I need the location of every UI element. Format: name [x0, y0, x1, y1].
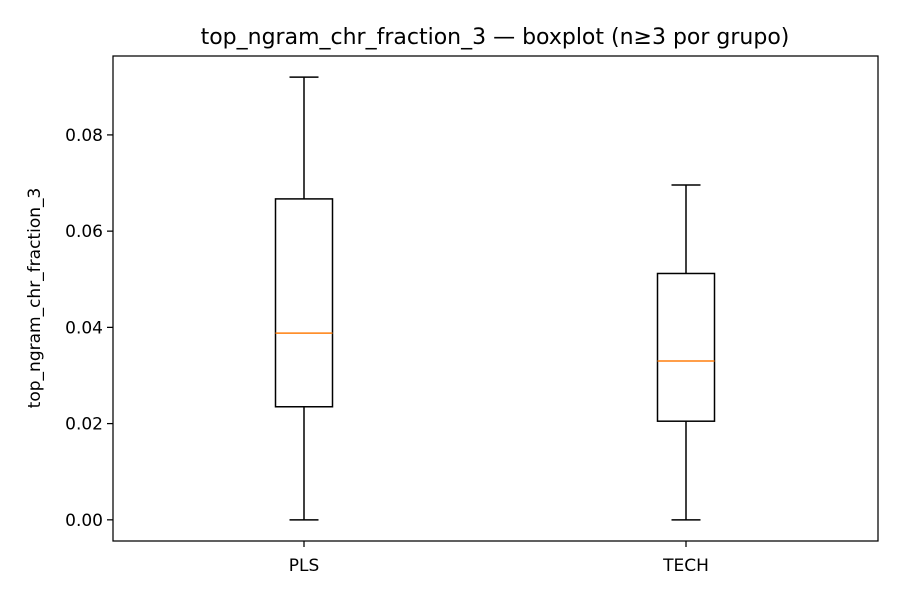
box-tech	[656, 184, 716, 521]
y-tick-label: 0.04	[65, 318, 103, 338]
y-axis: 0.00 0.02 0.04 0.06 0.08	[65, 126, 113, 531]
y-tick-label: 0.06	[65, 222, 103, 242]
y-axis-label: top_ngram_chr_fraction_3	[25, 188, 45, 409]
iqr-box	[274, 198, 334, 408]
x-tick-label: PLS	[289, 556, 320, 576]
chart-title: top_ngram_chr_fraction_3 — boxplot (n≥3 …	[201, 25, 790, 50]
plot-frame	[112, 55, 879, 542]
x-axis: PLS TECH	[289, 541, 709, 576]
box-pls	[274, 76, 334, 521]
y-tick-label: 0.08	[65, 126, 103, 146]
iqr-box	[656, 272, 716, 422]
y-tick-label: 0.02	[65, 415, 103, 435]
y-tick-label: 0.00	[65, 511, 103, 531]
x-tick-label: TECH	[662, 556, 709, 576]
plot-area	[274, 76, 716, 521]
